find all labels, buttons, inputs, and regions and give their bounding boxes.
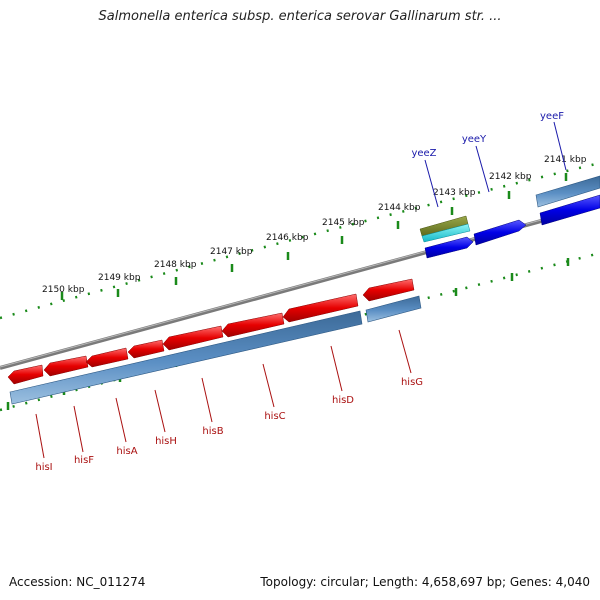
gene-label-hisF: hisF [74,455,94,466]
tick-label-2150: 2150 kbp [42,285,85,295]
genome-summary: Topology: circular; Length: 4,658,697 bp… [260,575,590,589]
gene-arrow-yeeY [473,219,527,246]
gene-labels: hisI hisF hisA hisH hisB hisC hisD hisG yeeZ yeeY… [35,111,567,473]
tick-label-2147: 2147 kbp [210,247,253,257]
gene-label-hisB: hisB [202,426,223,437]
tick-label-2142: 2142 kbp [489,172,532,182]
gene-arrow-hisD [282,293,359,323]
gene-arrow-yeeZ [424,236,474,259]
leader-line-yeeF [553,121,567,171]
gene-label-yeeZ: yeeZ [411,148,436,159]
tick-label-2144: 2144 kbp [378,203,421,213]
tick-labels: 2150 kbp 2149 kbp 2148 kbp 2147 kbp 2146 kbp… [42,155,587,295]
gene-label-yeeY: yeeY [462,134,487,145]
leader-line-hisI [35,413,45,459]
leader-line-yeeZ [424,159,439,208]
leader-line-hisG [398,329,412,374]
tick-label-2148: 2148 kbp [154,260,197,270]
gene-label-hisA: hisA [116,446,137,457]
tick-label-2149: 2149 kbp [98,273,141,283]
feature-cyan [421,223,471,243]
gene-arrow-hisI [7,364,44,385]
tick-label-2146: 2146 kbp [266,233,309,243]
gene-label-hisI: hisI [35,462,52,473]
gene-arrow-hisF [43,355,89,377]
tick-label-2143: 2143 kbp [433,188,476,198]
leader-line-hisF [73,405,84,453]
gene-label-yeeF: yeeF [540,111,564,122]
cds-bar-yeeF [535,175,600,208]
gene-arrow-hisA [85,347,129,368]
gene-arrow-hisC [221,312,285,338]
gene-label-hisD: hisD [332,395,354,406]
gene-label-hisC: hisC [264,411,285,422]
leader-line-hisH [154,389,166,433]
gene-label-hisG: hisG [401,377,423,388]
outer-tick-track [0,161,600,320]
leader-line-hisA [115,397,127,443]
cds-bar-hisG [365,295,422,323]
cds-bar-his-operon [9,310,363,405]
leader-line-yeeY [475,145,490,193]
accession-text: Accession: NC_011274 [9,575,146,589]
leader-line-hisB [201,377,213,423]
gene-arrow-hisB [162,325,224,351]
leader-line-hisD [330,345,343,392]
gene-arrow-hisG [362,278,415,302]
map-title: Salmonella enterica subsp. enterica sero… [98,9,502,24]
gene-label-hisH: hisH [155,436,177,447]
gene-arrow-hisH [127,339,165,359]
gene-arrow-yeeF [539,194,600,226]
tick-label-2145: 2145 kbp [322,218,365,228]
tick-label-2141: 2141 kbp [544,155,587,165]
leader-line-hisC [262,363,275,408]
